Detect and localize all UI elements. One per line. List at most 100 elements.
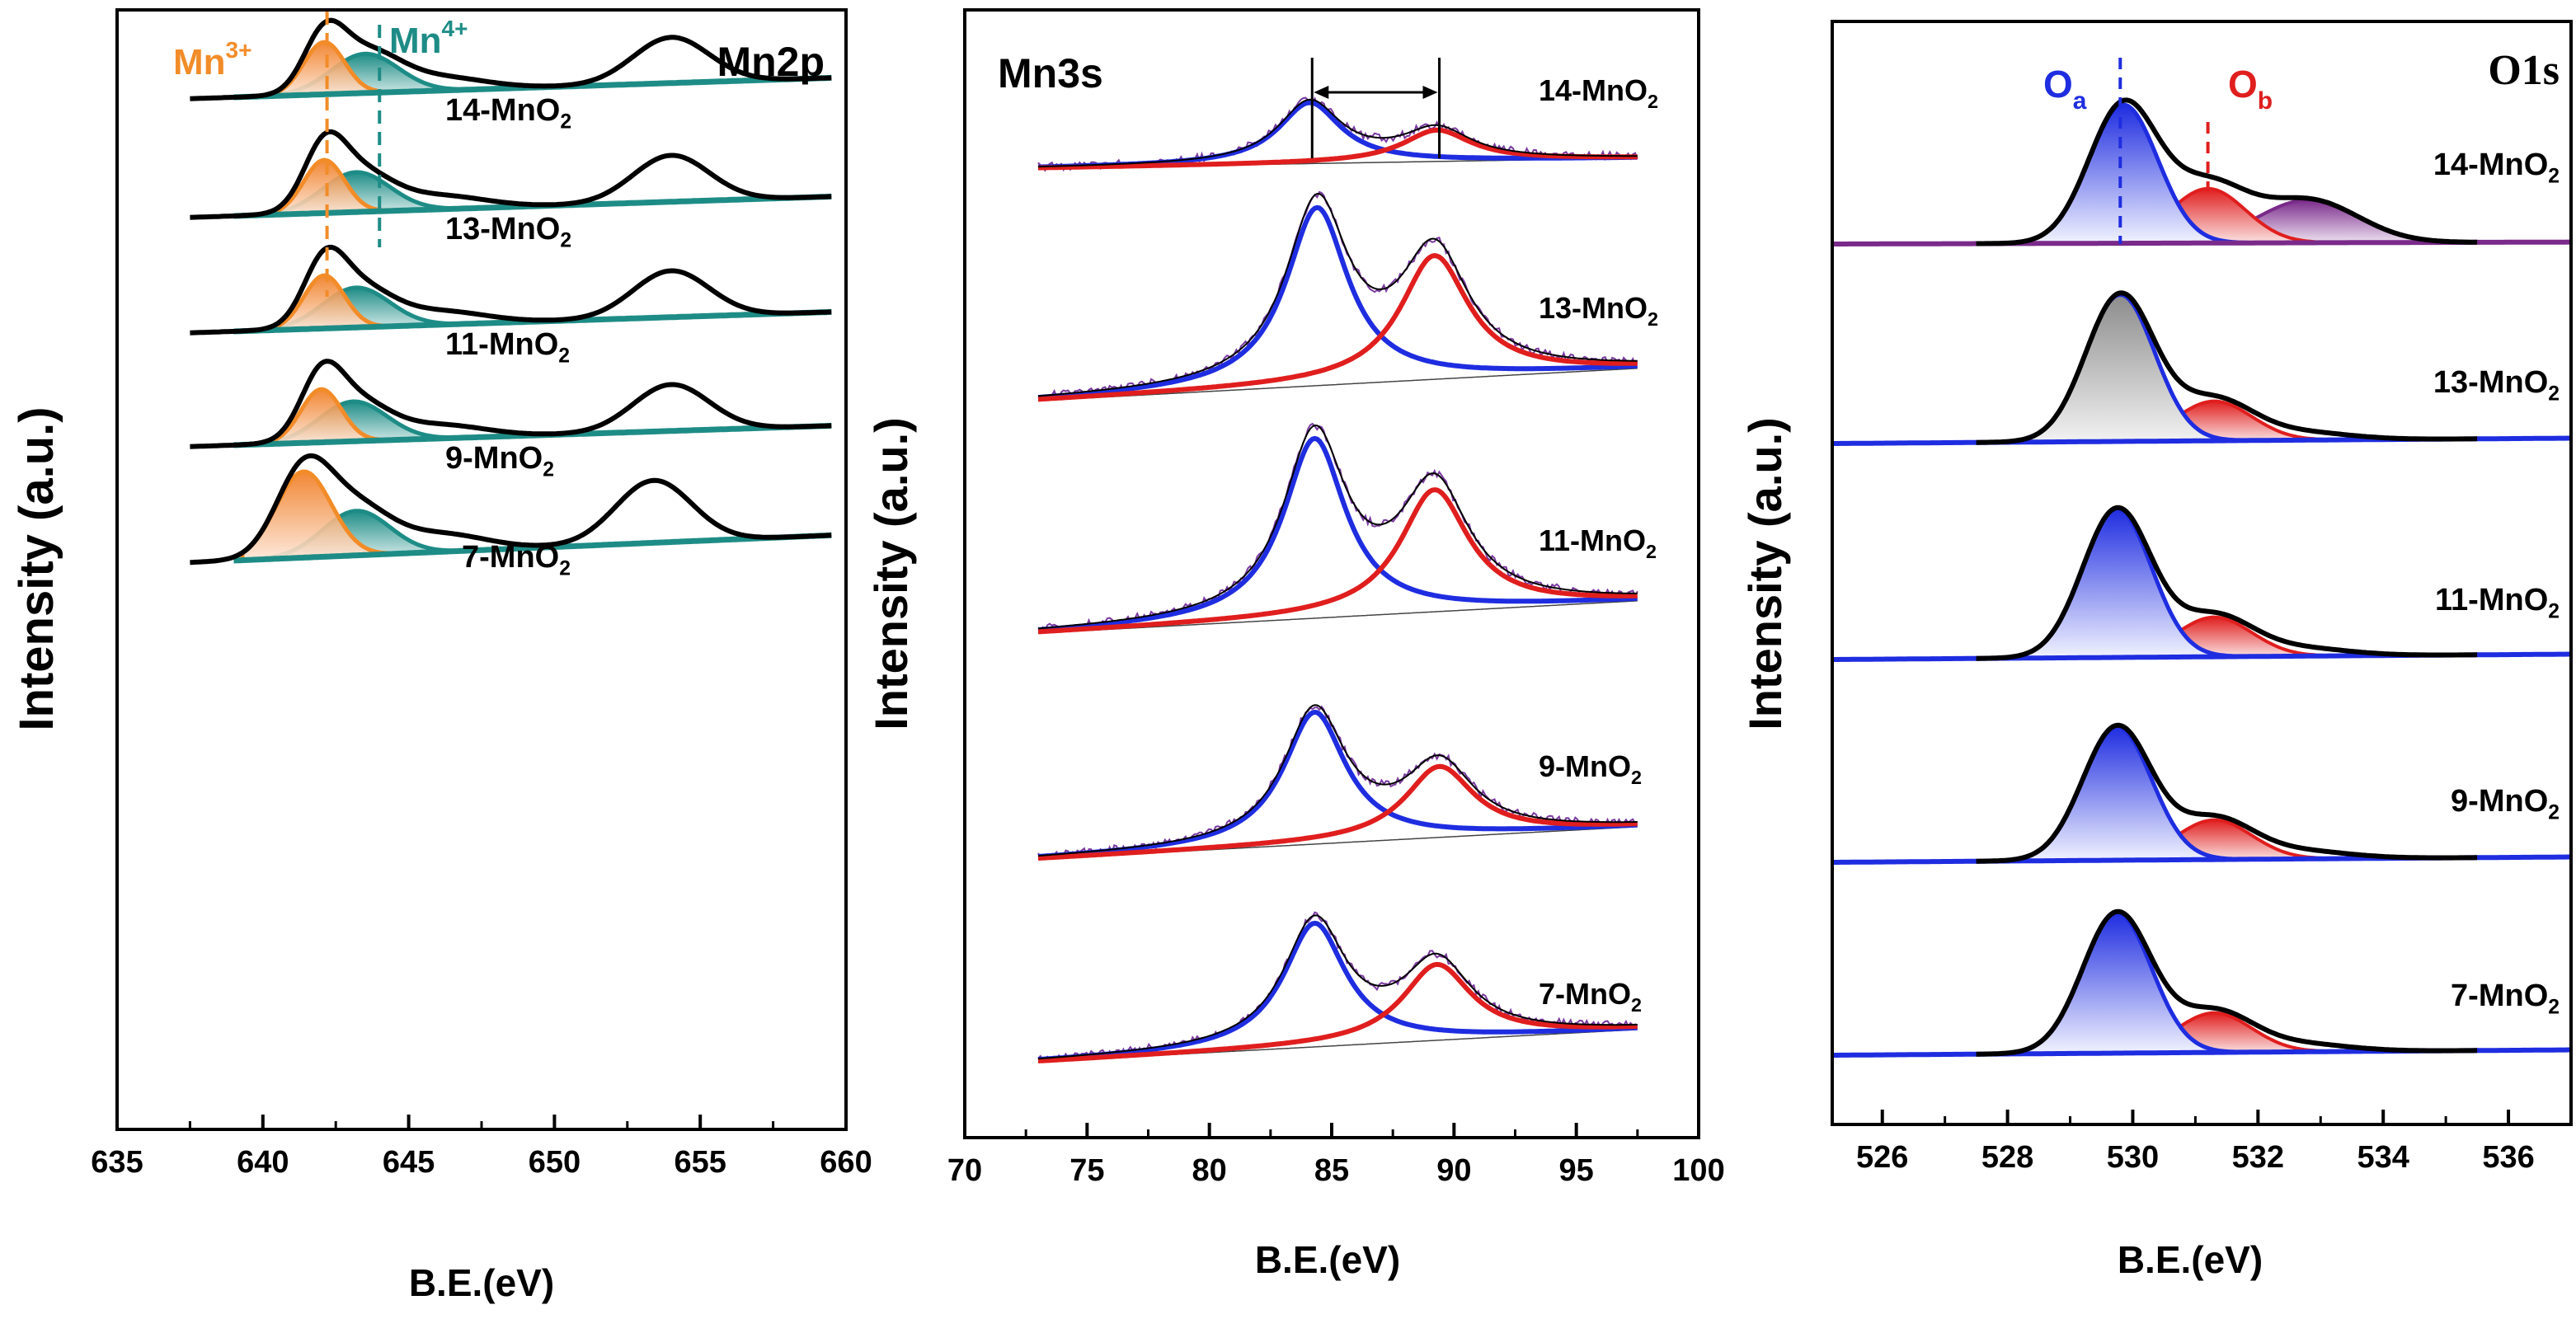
x-tick-label: 645 [383,1145,435,1180]
mn2p-spectrum [190,453,832,566]
o1s-y-label: Intensity (a.u.) [1739,417,1791,730]
o1s-title: O1s [2488,47,2560,94]
panel-mn2p: 14-MnO2 13-MnO2 11-MnO2 9-MnO2 7-MnO2 635 640… [10,8,872,1304]
o1s-x-ticks: 526 528 530 532 534 536 [1856,1110,2535,1175]
marker-label: Mn3+ [173,37,251,82]
mn3s-peak-2 [1037,961,1638,1063]
x-tick-label: 100 [1672,1153,1724,1188]
marker-label: Oa [2043,63,2087,115]
o1s-sample: 11-MnO2 [1832,505,2571,662]
x-tick-label: 530 [2107,1140,2159,1175]
sample-label: 14-MnO2 [445,93,571,134]
mn3s-sample: 13-MnO2 [1037,190,1658,402]
mn3s-envelope [1037,98,1638,168]
o1s-spectrum [1976,97,2478,246]
mn2p-spectrum [190,129,832,220]
mn3s-curves: 14-MnO2 13-MnO2 11-MnO2 9-MnO2 7-MnO2 [1037,73,1658,1063]
o1s-spectrum [1976,722,2478,864]
mn2p-title: Mn2p [717,39,825,85]
mn3s-peak-2 [1037,487,1638,635]
mn2p-spectrum [190,244,832,336]
o1s-x-label: B.E.(eV) [2118,1238,2263,1281]
mn3s-x-ticks: 70 75 80 85 90 95 100 [947,1123,1725,1188]
mn3s-peak-1 [1037,920,1638,1063]
mn3s-envelope [1037,704,1638,857]
mn2p-y-label: Intensity (a.u.) [10,406,63,730]
sample-label: 7-MnO2 [462,540,571,580]
sample-label: 9-MnO2 [445,441,554,481]
mn3s-y-label: Intensity (a.u.) [865,417,917,730]
mn2p-baseline [233,532,832,564]
x-tick-label: 70 [947,1153,982,1188]
x-tick-label: 80 [1192,1153,1227,1188]
mn3s-envelope [1037,424,1638,630]
mn3s-sample: 7-MnO2 [1037,911,1642,1063]
mn3s-peak-2 [1037,253,1638,402]
sample-label: 9-MnO2 [2451,784,2560,824]
sample-label: 13-MnO2 [2433,365,2560,406]
mn2p-sample: 7-MnO2 [190,453,832,580]
mn2p-x-ticks: 635 640 645 650 655 660 [91,1115,872,1180]
sample-label: 11-MnO2 [1539,523,1657,562]
sample-label: 13-MnO2 [445,212,571,252]
mn2p-sample: 9-MnO2 [190,359,832,481]
sample-label: 7-MnO2 [1539,977,1642,1016]
o1s-spectrum [1976,908,2478,1057]
mn3s-envelope [1037,914,1638,1060]
mn3s-sample: 14-MnO2 [1037,73,1658,172]
x-tick-label: 536 [2482,1140,2534,1175]
mn3s-peak-1 [1037,204,1638,401]
o1s-sample: 7-MnO2 [1832,908,2571,1058]
o1s-plot-frame [1831,20,2573,1126]
mn2p-markers: Mn3+ Mn4+ [173,12,468,297]
x-tick-label: 95 [1559,1153,1594,1188]
mn3s-sample: 11-MnO2 [1037,422,1657,635]
x-tick-label: 534 [2357,1140,2409,1175]
panel-mn3s: 14-MnO2 13-MnO2 11-MnO2 9-MnO2 7-MnO2 70 75 80… [865,8,1725,1281]
o1s-sample: 9-MnO2 [1832,722,2571,865]
o1s-sample: 14-MnO2 [1832,97,2571,246]
x-tick-label: 660 [820,1145,872,1180]
mn3s-peak-1 [1037,435,1638,632]
o1s-spectrum [1976,290,2478,445]
mn3s-sample: 9-MnO2 [1037,704,1642,861]
sample-label: 11-MnO2 [2435,583,2560,623]
mn3s-x-label: B.E.(eV) [1255,1238,1400,1281]
x-tick-label: 640 [237,1145,289,1180]
mn2p-spectrum [190,17,832,101]
mn2p-spectrum [190,359,832,449]
panel-o1s: 14-MnO2 13-MnO2 11-MnO2 9-MnO2 7-MnO2 526 528… [1739,20,2573,1281]
x-tick-label: 75 [1069,1153,1104,1188]
split-arrow-head-left [1314,86,1329,99]
mn2p-curves: 14-MnO2 13-MnO2 11-MnO2 9-MnO2 7-MnO2 [190,17,832,580]
sample-label: 11-MnO2 [445,327,570,368]
x-tick-label: 526 [1856,1140,1908,1175]
x-tick-label: 655 [674,1145,726,1180]
mn3s-title: Mn3s [998,50,1103,96]
mn3s-splitting-arrow [1310,58,1441,158]
sample-label: 13-MnO2 [1539,291,1658,330]
x-tick-label: 650 [529,1145,581,1180]
mn2p-sample: 14-MnO2 [190,17,832,134]
sample-label: 7-MnO2 [2451,979,2560,1019]
mn3s-peak-2 [1037,763,1638,861]
mn3s-plot-frame [963,8,1700,1139]
sample-label: 14-MnO2 [2433,148,2560,188]
mn2p-sample: 11-MnO2 [190,244,832,368]
mn3s-peak-2 [1037,127,1638,171]
x-tick-label: 90 [1436,1153,1471,1188]
split-arrow-head-right [1422,86,1438,99]
marker-label: Mn4+ [389,16,468,61]
marker-label: Ob [2228,63,2273,115]
x-tick-label: 85 [1314,1153,1349,1188]
mn2p-x-label: B.E.(eV) [409,1261,554,1304]
mn3s-peak-1 [1037,709,1638,859]
o1s-markers: Oa Ob [2043,58,2273,244]
mn3s-envelope [1037,192,1638,397]
mn2p-sample: 13-MnO2 [190,129,832,252]
sample-label: 9-MnO2 [1539,749,1642,788]
o1s-spectrum [1976,505,2478,661]
x-tick-label: 532 [2232,1140,2284,1175]
o1s-curves: 14-MnO2 13-MnO2 11-MnO2 9-MnO2 7-MnO2 [1832,97,2571,1058]
